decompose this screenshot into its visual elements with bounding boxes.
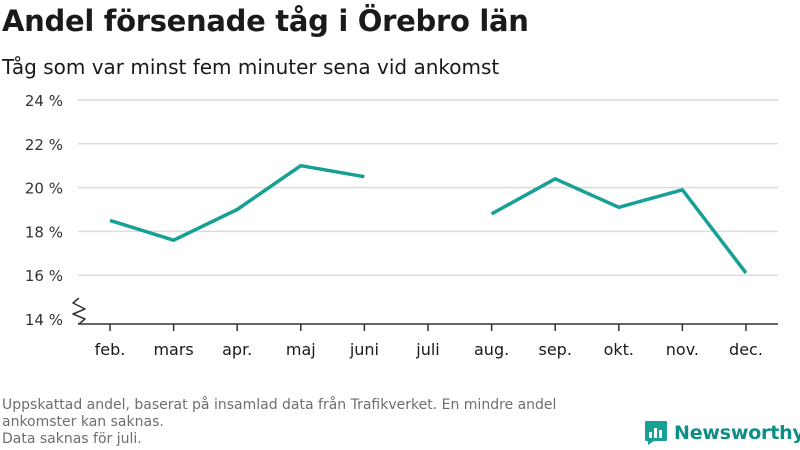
y-tick-label: 20 % (25, 180, 63, 198)
line-chart: 14 % 16 % 18 % 20 % 22 % 24 % feb. mars apr. maj… (25, 92, 778, 359)
x-tick-label: mars (153, 340, 193, 359)
x-axis-tick-labels: feb. mars apr. maj juni juli aug. sep. okt. nov. d… (95, 340, 763, 359)
x-tick-label: aug. (474, 340, 509, 359)
x-tick-label: feb. (95, 340, 126, 359)
x-tick-label: juni (349, 340, 379, 359)
x-tick-label: sep. (538, 340, 571, 359)
footnote-source: Uppskattad andel, baserat på insamlad da… (2, 397, 557, 430)
x-tick-label: nov. (666, 340, 699, 359)
data-series (109, 163, 748, 275)
chart-title: Andel försenade tåg i Örebro län (2, 4, 529, 38)
y-tick-label: 22 % (25, 136, 63, 154)
bar-chart-bubble-icon (645, 421, 667, 445)
footnote: Uppskattad andel, baserat på insamlad da… (2, 397, 632, 448)
x-axis (72, 297, 778, 331)
x-tick-label: maj (286, 340, 316, 359)
y-axis-tick-labels: 14 % 16 % 18 % 20 % 22 % 24 % (25, 92, 63, 329)
y-tick-label: 24 % (25, 92, 63, 110)
x-tick-label: okt. (604, 340, 634, 359)
series-line-segment (109, 163, 365, 242)
x-tick-label: apr. (222, 340, 252, 359)
series-line-segment (490, 177, 748, 275)
y-tick-label: 16 % (25, 267, 63, 285)
y-tick-label: 18 % (25, 223, 63, 241)
brand-name: Newsworthy (674, 422, 800, 444)
axis-break-icon (72, 297, 86, 325)
chart-subtitle: Tåg som var minst fem minuter sena vid a… (2, 55, 500, 79)
x-tick-label: dec. (729, 340, 763, 359)
footnote-missing-data: Data saknas för juli. (2, 431, 142, 447)
grid-lines (78, 99, 778, 276)
x-tick-label: juli (415, 340, 439, 359)
y-tick-label: 14 % (25, 311, 63, 329)
brand-logo: Newsworthy (644, 420, 800, 446)
